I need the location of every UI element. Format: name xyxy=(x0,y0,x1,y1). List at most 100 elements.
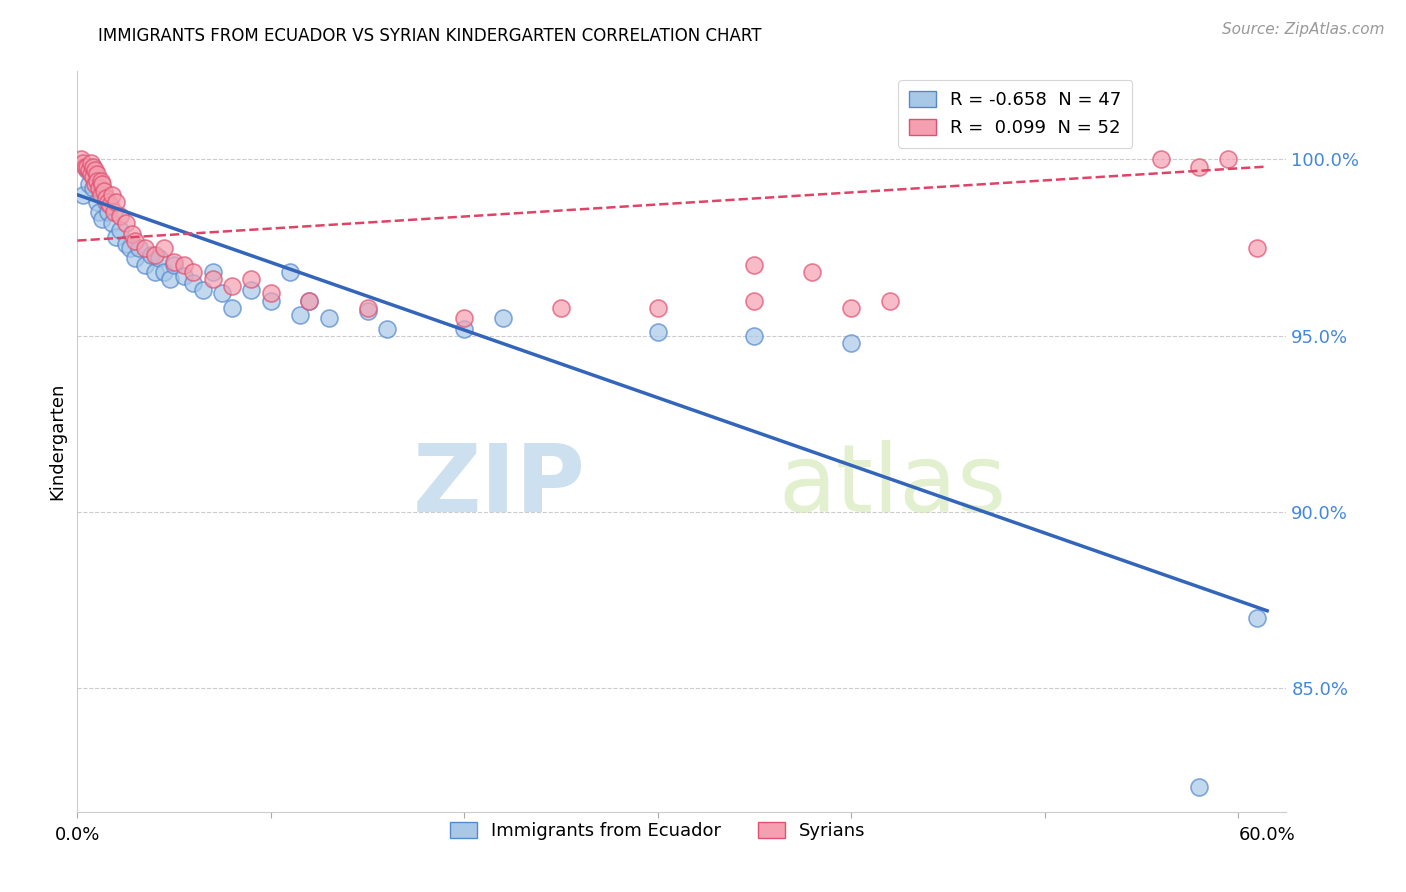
Point xyxy=(83,163,105,178)
Point xyxy=(744,293,766,308)
Legend: Immigrants from Ecuador, Syrians: Immigrants from Ecuador, Syrians xyxy=(443,814,873,847)
Point xyxy=(221,279,243,293)
Point xyxy=(201,272,224,286)
Point xyxy=(96,194,118,209)
Point xyxy=(143,248,166,262)
Point xyxy=(86,194,108,209)
Point xyxy=(879,293,901,308)
Point xyxy=(260,293,283,308)
Point xyxy=(114,237,136,252)
Point xyxy=(839,301,862,315)
Point xyxy=(240,283,263,297)
Text: Source: ZipAtlas.com: Source: ZipAtlas.com xyxy=(1222,22,1385,37)
Point xyxy=(93,184,115,198)
Point xyxy=(801,265,824,279)
Point xyxy=(108,209,131,223)
Point xyxy=(77,177,100,191)
Point xyxy=(375,322,398,336)
Point xyxy=(105,230,128,244)
Point xyxy=(91,177,114,191)
Point xyxy=(75,160,97,174)
Text: 60.0%: 60.0% xyxy=(1239,826,1295,844)
Point xyxy=(201,265,224,279)
Point xyxy=(163,254,186,268)
Point xyxy=(163,258,186,272)
Point xyxy=(139,248,162,262)
Point xyxy=(101,187,124,202)
Point xyxy=(124,251,146,265)
Point xyxy=(118,241,141,255)
Point xyxy=(80,156,103,170)
Point xyxy=(278,265,301,279)
Point xyxy=(80,167,103,181)
Text: IMMIGRANTS FROM ECUADOR VS SYRIAN KINDERGARTEN CORRELATION CHART: IMMIGRANTS FROM ECUADOR VS SYRIAN KINDER… xyxy=(98,27,762,45)
Point xyxy=(1150,153,1173,167)
Y-axis label: Kindergarten: Kindergarten xyxy=(48,383,66,500)
Point xyxy=(83,167,105,181)
Point xyxy=(356,301,378,315)
Point xyxy=(288,308,311,322)
Point xyxy=(453,322,475,336)
Point xyxy=(91,212,114,227)
Point xyxy=(183,276,205,290)
Point xyxy=(492,311,515,326)
Point xyxy=(101,216,124,230)
Point xyxy=(356,304,378,318)
Point xyxy=(134,258,156,272)
Point xyxy=(1218,153,1240,167)
Point xyxy=(90,184,112,198)
Point xyxy=(153,265,176,279)
Point xyxy=(87,205,110,219)
Text: 0.0%: 0.0% xyxy=(55,826,100,844)
Point xyxy=(90,187,112,202)
Point xyxy=(143,265,166,279)
Point xyxy=(260,286,283,301)
Point xyxy=(77,163,100,178)
Point xyxy=(318,311,340,326)
Point xyxy=(173,268,195,283)
Point xyxy=(86,174,108,188)
Point xyxy=(82,180,104,194)
Point xyxy=(124,234,146,248)
Point xyxy=(240,272,263,286)
Point xyxy=(83,177,105,191)
Point xyxy=(82,160,104,174)
Point xyxy=(1188,780,1211,794)
Point xyxy=(97,194,120,209)
Point xyxy=(70,153,93,167)
Point xyxy=(191,283,214,297)
Point xyxy=(211,286,233,301)
Point xyxy=(105,194,128,209)
Point xyxy=(114,216,136,230)
Point xyxy=(183,265,205,279)
Point xyxy=(82,170,104,185)
Point xyxy=(108,223,131,237)
Point xyxy=(86,167,108,181)
Point xyxy=(453,311,475,326)
Point xyxy=(298,293,321,308)
Point xyxy=(221,301,243,315)
Point xyxy=(159,272,181,286)
Point xyxy=(647,325,669,339)
Point xyxy=(121,227,143,241)
Point xyxy=(72,156,94,170)
Point xyxy=(90,174,112,188)
Text: ZIP: ZIP xyxy=(412,440,585,532)
Point xyxy=(134,241,156,255)
Point xyxy=(1246,611,1268,625)
Point xyxy=(153,241,176,255)
Point xyxy=(839,335,862,350)
Point xyxy=(647,301,669,315)
Point xyxy=(76,163,98,178)
Point xyxy=(298,293,321,308)
Point xyxy=(72,187,94,202)
Point xyxy=(97,205,120,219)
Point xyxy=(1188,160,1211,174)
Point xyxy=(96,191,118,205)
Point xyxy=(128,241,150,255)
Point xyxy=(103,205,125,219)
Point xyxy=(98,198,121,212)
Point xyxy=(148,251,170,265)
Point xyxy=(744,328,766,343)
Point xyxy=(87,180,110,194)
